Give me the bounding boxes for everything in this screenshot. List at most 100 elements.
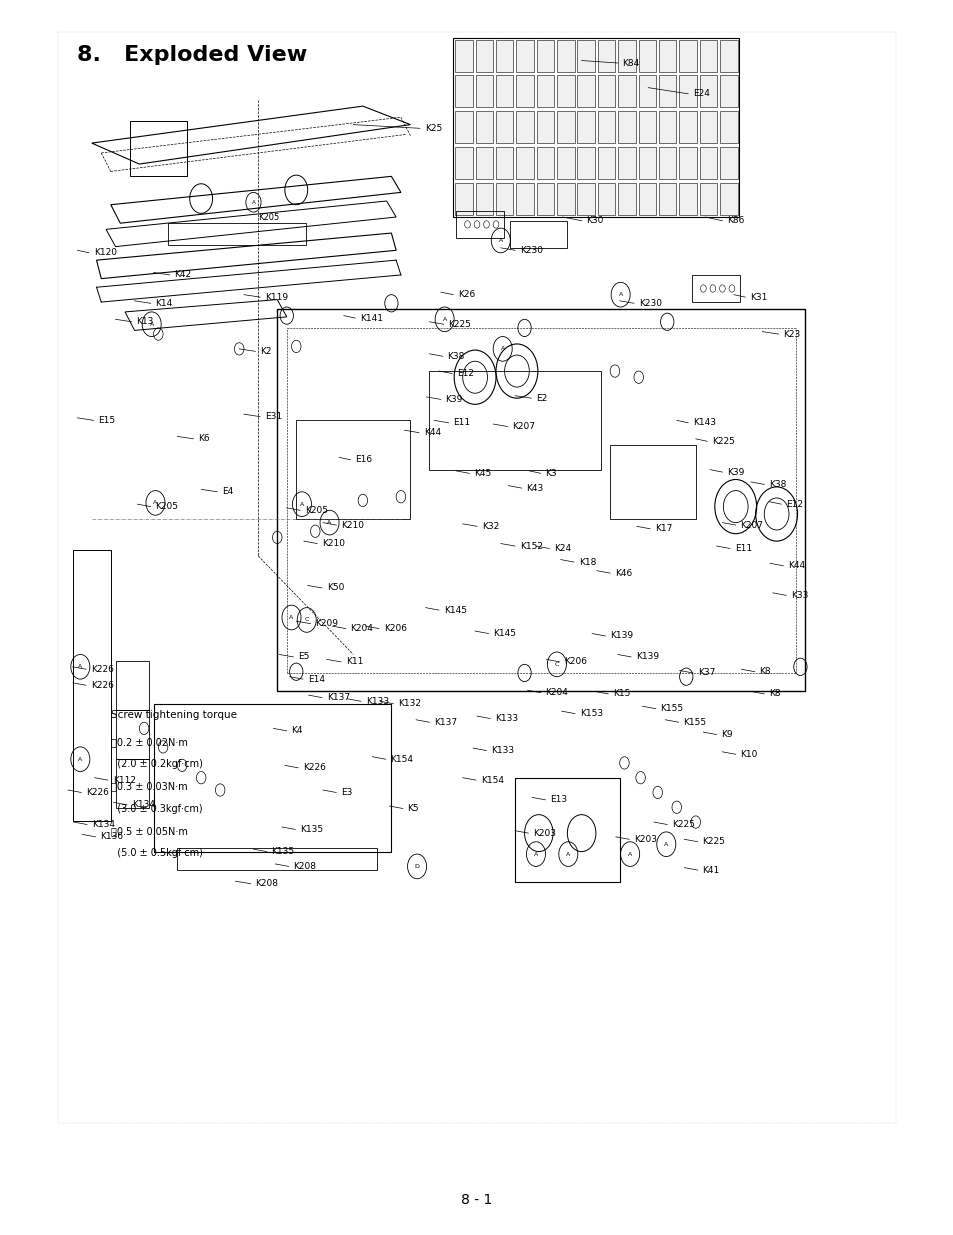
Bar [496,183,513,215]
Text: K230: K230 [639,299,661,308]
Bar [720,183,737,215]
Bar [699,75,717,107]
Bar [659,147,676,179]
Bar [638,111,656,143]
Bar [515,778,619,883]
Text: K132: K132 [397,699,420,708]
Text: K33: K33 [790,590,807,600]
Bar [115,710,149,760]
Bar [168,224,306,246]
Bar [557,40,574,72]
Text: E31: E31 [265,412,282,421]
Text: K203: K203 [533,829,556,837]
Bar [577,111,595,143]
Bar [618,75,635,107]
Text: K136: K136 [100,832,123,841]
Text: K153: K153 [579,709,602,718]
Text: 8.   Exploded View: 8. Exploded View [77,44,308,64]
Text: K11: K11 [345,657,363,667]
Text: 8 - 1: 8 - 1 [461,1193,492,1207]
Text: K10: K10 [740,750,757,758]
Text: K50: K50 [326,583,344,593]
Bar [537,111,554,143]
Bar [557,183,574,215]
Bar [72,550,111,821]
Text: E11: E11 [734,543,751,553]
Text: K133: K133 [495,714,517,722]
Text: E15: E15 [98,416,115,425]
Bar [455,75,472,107]
Text: K44: K44 [423,429,440,437]
Bar [516,183,534,215]
Bar [557,75,574,107]
Bar [618,183,635,215]
Bar [537,40,554,72]
Text: K46: K46 [615,568,632,578]
Bar [455,183,472,215]
Text: A: A [498,238,502,243]
Text: A: A [289,615,294,620]
Text: K207: K207 [512,422,535,431]
Bar [296,420,410,519]
Text: K205: K205 [155,503,178,511]
Bar [598,75,615,107]
Bar [659,40,676,72]
Text: K86: K86 [726,216,743,225]
Text: K37: K37 [697,668,715,678]
Text: K8: K8 [759,667,770,677]
Text: K226: K226 [91,680,113,690]
Bar [720,111,737,143]
Text: A: A [150,322,153,327]
Bar [496,147,513,179]
Bar [699,147,717,179]
Text: K84: K84 [622,58,639,68]
Text: K8: K8 [768,689,780,699]
Text: K226: K226 [91,664,113,674]
Bar [598,147,615,179]
Bar [638,75,656,107]
Text: K205: K205 [305,506,328,515]
Text: K152: K152 [519,541,542,551]
Bar [475,147,493,179]
Text: E5: E5 [298,652,309,662]
Bar [456,211,503,238]
Text: A: A [500,346,504,352]
Bar [537,75,554,107]
Text: A: A [78,757,82,762]
Text: K25: K25 [424,124,441,133]
Text: A: A [153,500,157,505]
Text: K154: K154 [390,755,413,763]
Bar [659,75,676,107]
Bar [537,183,554,215]
Bar [720,40,737,72]
Text: K30: K30 [586,216,603,225]
Text: K204: K204 [545,688,568,698]
Text: K135: K135 [300,825,323,834]
Text: K3: K3 [545,469,557,478]
Bar [58,32,895,1123]
Bar [557,147,574,179]
Bar [618,40,635,72]
Bar [496,75,513,107]
Text: K41: K41 [701,866,719,874]
Text: E14: E14 [308,674,324,684]
Bar [516,40,534,72]
Text: K112: K112 [112,776,135,784]
Text: K139: K139 [636,652,659,662]
Bar [475,40,493,72]
Bar [679,147,696,179]
Text: K135: K135 [272,847,294,856]
Text: K230: K230 [519,246,542,254]
Text: K14: K14 [155,299,172,308]
Bar [598,183,615,215]
Text: A: A [565,852,570,857]
Text: K207: K207 [740,521,762,530]
Bar [679,111,696,143]
Text: A: A [299,501,304,506]
Text: K141: K141 [359,314,382,322]
Text: A: A [618,293,622,298]
Bar [659,111,676,143]
Text: K226: K226 [303,763,326,772]
Text: K23: K23 [782,330,800,338]
Text: E12: E12 [785,500,802,509]
